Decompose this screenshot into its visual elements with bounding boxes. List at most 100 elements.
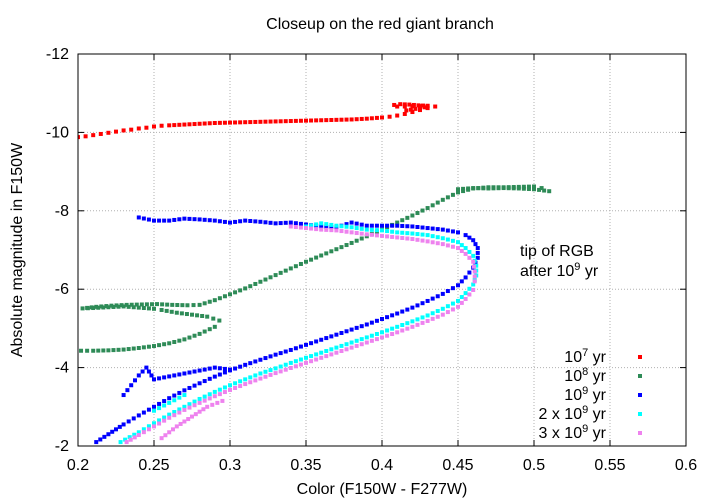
data-point bbox=[182, 371, 187, 376]
data-point bbox=[334, 247, 339, 252]
data-point bbox=[430, 203, 435, 208]
data-point bbox=[511, 186, 516, 191]
data-point bbox=[547, 189, 552, 194]
data-point bbox=[471, 287, 476, 292]
data-point bbox=[496, 186, 501, 191]
data-point bbox=[253, 378, 258, 383]
data-point bbox=[220, 398, 225, 403]
data-point bbox=[238, 379, 243, 384]
x-axis-title: Color (F150W - F277W) bbox=[297, 481, 468, 498]
data-point bbox=[435, 241, 440, 246]
data-point bbox=[128, 437, 133, 442]
data-point bbox=[463, 297, 468, 301]
data-point bbox=[395, 230, 400, 235]
data-point bbox=[467, 249, 472, 254]
data-point bbox=[131, 416, 136, 421]
data-point bbox=[243, 218, 248, 223]
data-point bbox=[456, 283, 460, 288]
data-point bbox=[359, 222, 364, 227]
data-point bbox=[96, 348, 101, 353]
legend-swatch bbox=[638, 393, 642, 397]
data-point bbox=[177, 410, 182, 415]
data-point bbox=[293, 364, 298, 369]
x-tick-label: 0.6 bbox=[675, 457, 697, 474]
data-point bbox=[248, 361, 253, 366]
data-point bbox=[486, 186, 491, 191]
data-point bbox=[400, 218, 405, 223]
data-point bbox=[459, 300, 464, 305]
legend-label-exponent: 8 bbox=[582, 366, 588, 378]
y-tick-label: -10 bbox=[46, 124, 69, 141]
data-point bbox=[217, 387, 222, 392]
data-point bbox=[243, 382, 248, 387]
data-point bbox=[395, 324, 400, 329]
data-point bbox=[329, 334, 334, 339]
data-point bbox=[192, 403, 197, 408]
data-point bbox=[212, 218, 217, 223]
data-point bbox=[293, 359, 298, 364]
data-point bbox=[404, 108, 409, 113]
data-point bbox=[217, 372, 222, 377]
data-point bbox=[182, 337, 187, 342]
data-point bbox=[461, 189, 466, 194]
data-point bbox=[268, 119, 273, 124]
data-point bbox=[506, 186, 511, 191]
data-point bbox=[288, 220, 293, 225]
data-point bbox=[334, 350, 339, 355]
data-point bbox=[467, 270, 472, 275]
data-point bbox=[212, 394, 217, 399]
data-point bbox=[80, 306, 85, 311]
data-point bbox=[106, 305, 111, 310]
data-point bbox=[288, 224, 293, 229]
data-point bbox=[445, 289, 450, 294]
data-point bbox=[205, 314, 210, 319]
data-point bbox=[152, 408, 156, 413]
data-point bbox=[349, 327, 354, 332]
data-point bbox=[430, 296, 435, 301]
data-point bbox=[521, 186, 526, 191]
data-point bbox=[471, 282, 476, 287]
data-point bbox=[217, 318, 222, 323]
data-point bbox=[238, 120, 243, 125]
data-point bbox=[182, 404, 187, 409]
data-point bbox=[197, 409, 202, 414]
data-point bbox=[405, 231, 410, 236]
data-point bbox=[263, 356, 268, 361]
data-point bbox=[233, 219, 238, 224]
data-point bbox=[162, 218, 167, 223]
data-point bbox=[136, 430, 141, 435]
legend-swatch bbox=[638, 412, 642, 416]
data-point bbox=[501, 186, 506, 191]
data-point bbox=[273, 119, 278, 124]
data-point bbox=[425, 298, 430, 303]
data-point bbox=[440, 197, 445, 202]
data-point bbox=[415, 303, 420, 308]
data-point bbox=[136, 373, 141, 378]
data-point bbox=[118, 440, 123, 445]
data-point bbox=[374, 223, 379, 228]
data-point bbox=[472, 279, 477, 284]
data-point bbox=[420, 232, 425, 237]
data-point bbox=[329, 228, 334, 233]
y-tick-label: -4 bbox=[55, 360, 69, 377]
data-point bbox=[390, 326, 395, 331]
data-point bbox=[344, 117, 349, 122]
data-point bbox=[157, 376, 162, 381]
legend-label: 108 yr bbox=[564, 366, 606, 385]
data-point bbox=[200, 313, 205, 318]
data-point bbox=[248, 375, 253, 380]
data-point bbox=[456, 187, 460, 192]
data-point bbox=[411, 102, 416, 107]
annotation-line2: after 109 yr bbox=[520, 261, 599, 280]
data-point bbox=[129, 127, 134, 132]
data-point bbox=[167, 430, 172, 435]
data-point bbox=[420, 208, 425, 213]
data-point bbox=[78, 135, 80, 140]
data-point bbox=[445, 237, 450, 242]
data-point bbox=[109, 303, 114, 308]
data-point bbox=[309, 226, 314, 231]
data-point bbox=[283, 268, 288, 273]
data-point bbox=[380, 233, 384, 238]
data-point bbox=[258, 219, 263, 224]
data-point bbox=[238, 364, 243, 369]
